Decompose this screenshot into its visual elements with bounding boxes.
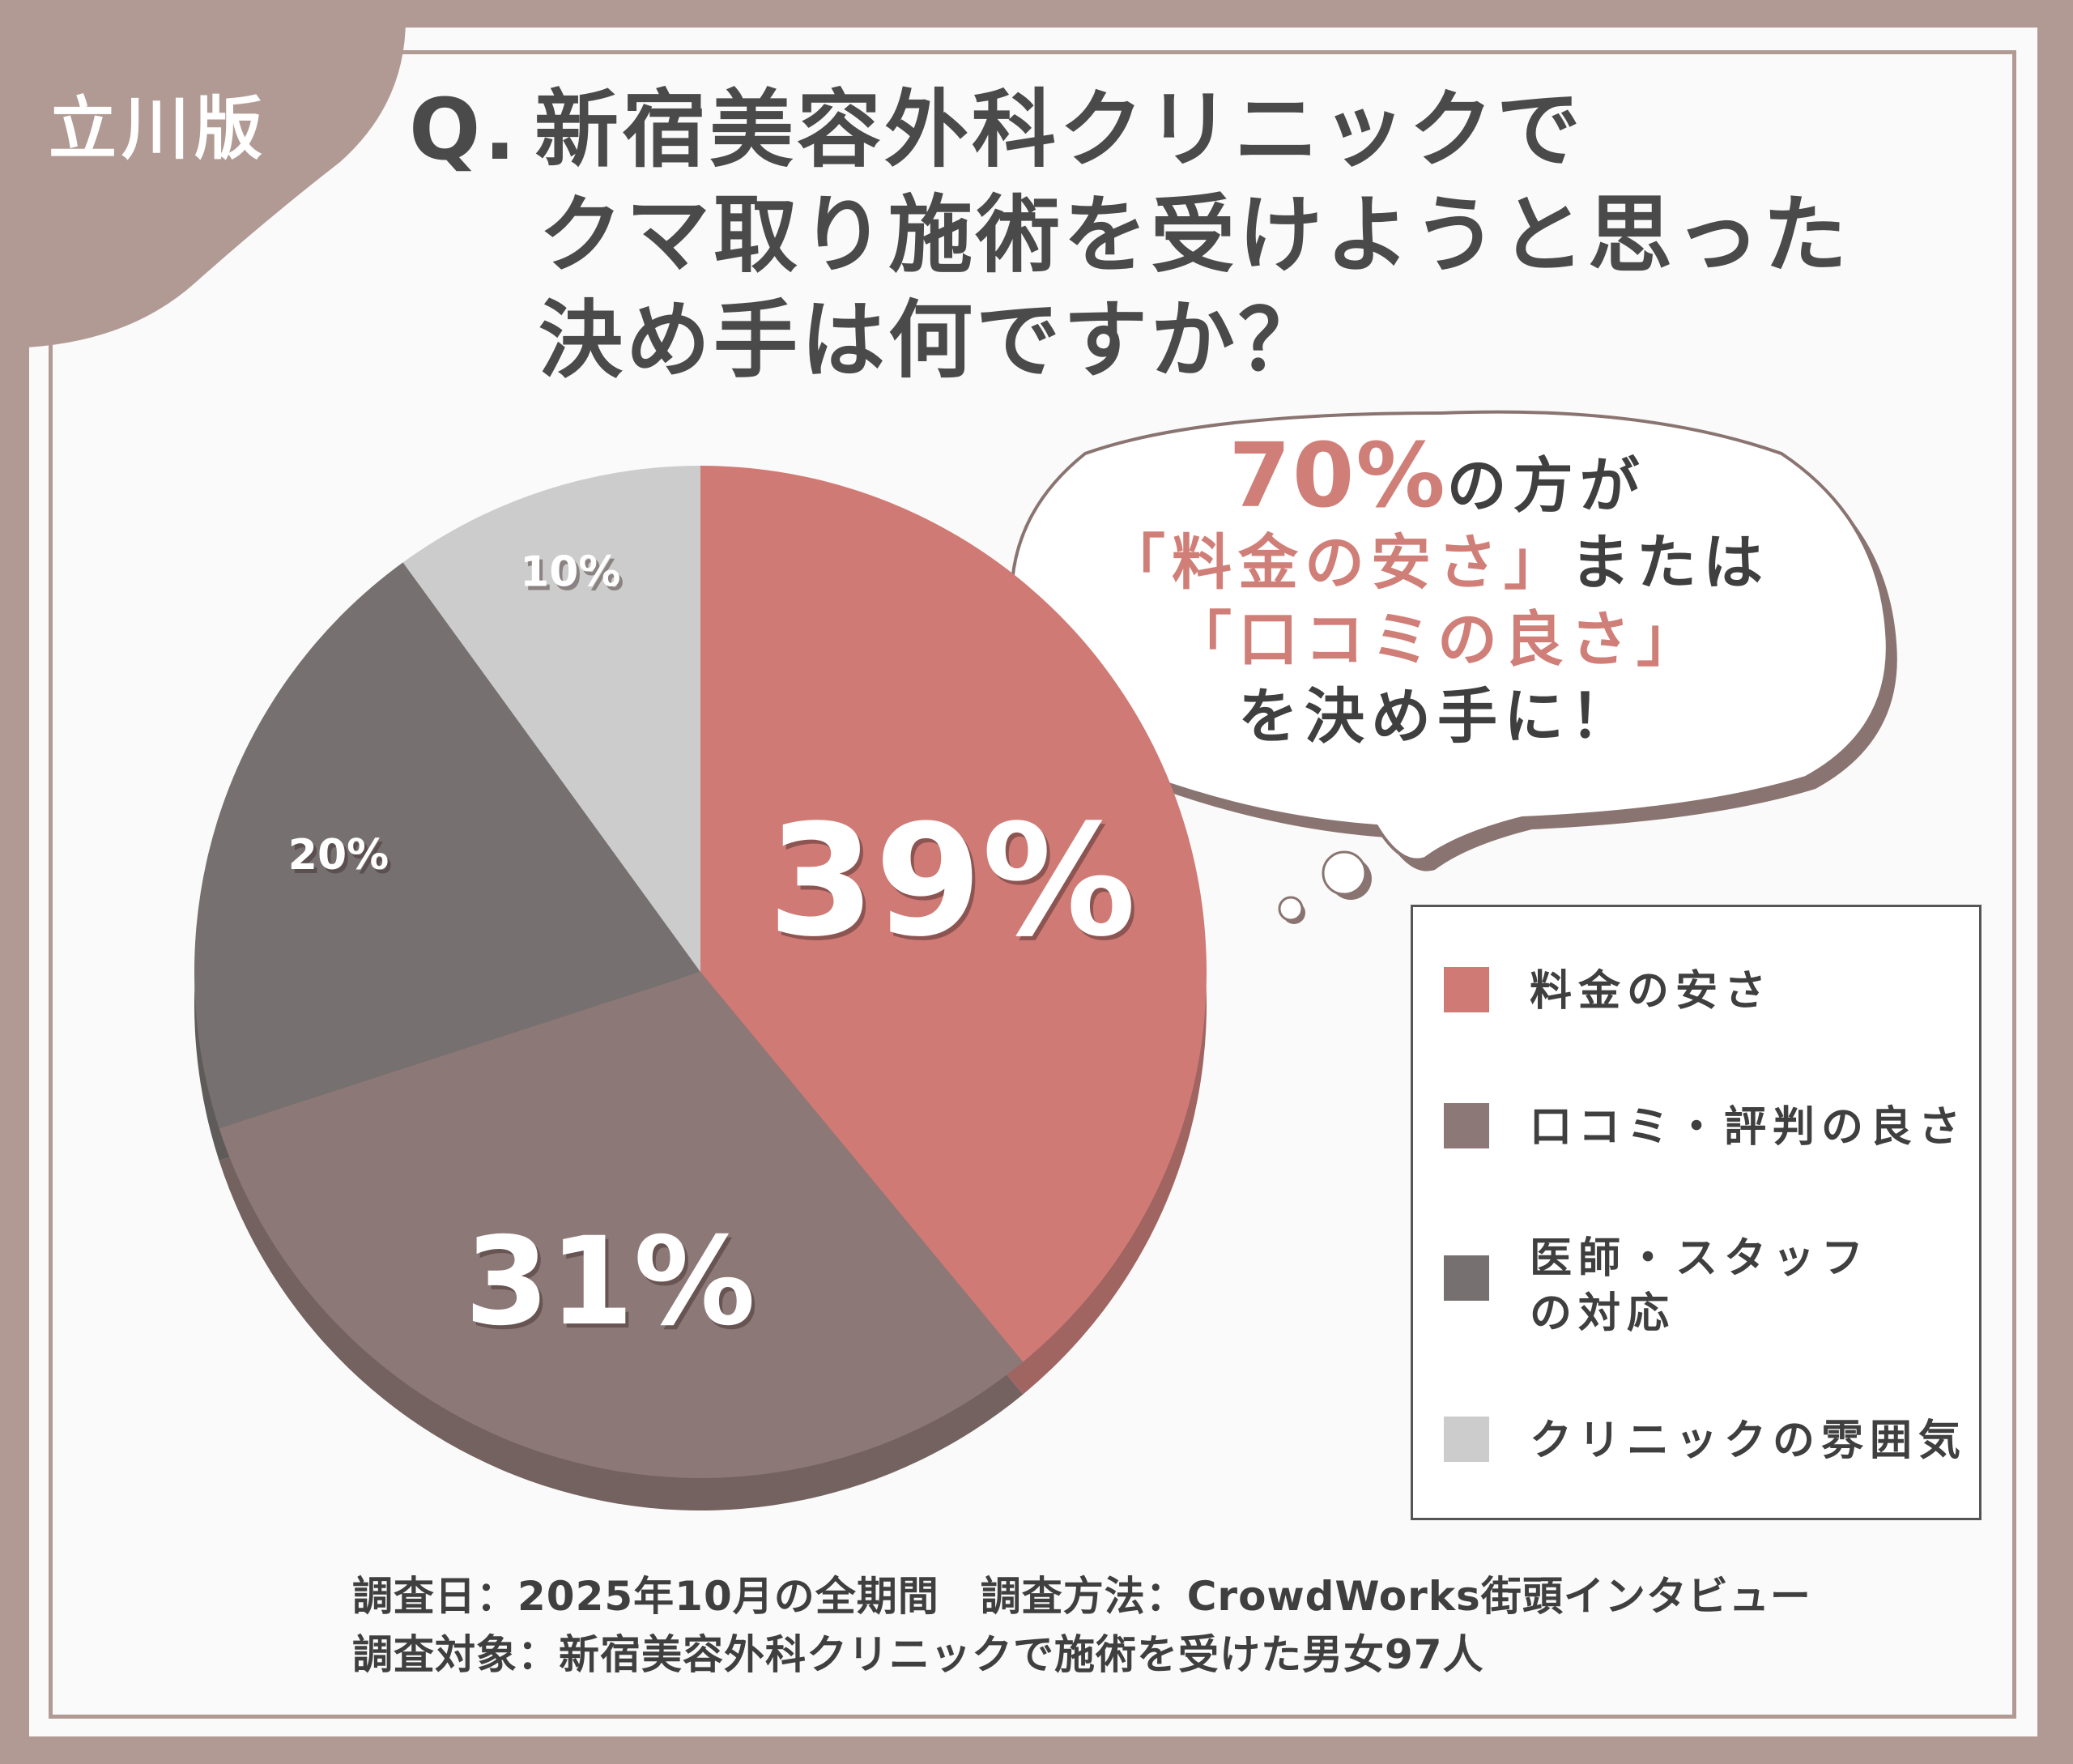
pie-slice bbox=[219, 972, 1024, 1478]
legend-label: クリニックの雰囲気 bbox=[1530, 1417, 1968, 1465]
callout-text: 70%の方が 「料金の安さ」または 「口コミの良さ」 を決め手に！ bbox=[1020, 431, 1854, 756]
callout-line4: を決め手に！ bbox=[1238, 682, 1637, 752]
pie-label: 10% bbox=[520, 548, 620, 596]
question-line-3: 決め手は何ですか？ bbox=[538, 291, 1326, 390]
question-prefix: Q. bbox=[409, 80, 519, 179]
footer-line-1: 調査日：2025年10月の全期間 調査方法：CrowdWorks街頭インタビュー bbox=[352, 1573, 1811, 1620]
legend-swatch bbox=[1444, 1103, 1489, 1148]
inner-frame bbox=[49, 50, 2016, 1719]
callout-line2-suffix: または bbox=[1570, 528, 1769, 598]
pie-label: 39% bbox=[768, 791, 1136, 970]
callout-percent: 70% bbox=[1228, 424, 1447, 527]
badge-label: 立川版 bbox=[49, 89, 268, 168]
pie-label-shadow: 39% bbox=[771, 795, 1139, 974]
legend-swatch bbox=[1444, 967, 1489, 1012]
thought-bubble bbox=[1010, 410, 1897, 924]
legend-item-price: 料金の安さ bbox=[1444, 964, 1773, 1019]
legend-label: 料金の安さ bbox=[1530, 967, 1773, 1016]
callout-line1-suffix: の方が bbox=[1446, 451, 1646, 521]
question-line-2: クマ取り施術を受けようと思った bbox=[538, 185, 1851, 284]
pie-slice bbox=[194, 562, 701, 1129]
pie-label-shadow: 10% bbox=[523, 552, 624, 600]
question-line-1: 新宿美容外科クリニックで bbox=[534, 80, 1585, 179]
pie-label-shadow: 31% bbox=[468, 1216, 759, 1357]
chart-legend: 料金の安さ 口コミ・評判の良さ 医師・スタッフ の対応 クリニックの雰囲気 bbox=[1411, 905, 1981, 1520]
legend-item-atmosphere: クリニックの雰囲気 bbox=[1444, 1413, 1967, 1468]
pie-chart: 39%39% 31%31% 20%20% 10%10% bbox=[194, 466, 1207, 1510]
pie-label-shadow: 20% bbox=[292, 835, 392, 884]
legend-item-reviews: 口コミ・評判の良さ bbox=[1444, 1100, 1967, 1155]
legend-swatch bbox=[1444, 1417, 1489, 1462]
pie-label: 31% bbox=[465, 1212, 756, 1353]
callout-line3-accent: 「口コミの良さ」 bbox=[1172, 605, 1703, 675]
legend-label: 医師・スタッフ の対応 bbox=[1530, 1234, 1871, 1338]
question-title: Q. 新宿美容外科クリニックで クマ取り施術を受けようと思った 決め手は何ですか？ bbox=[409, 77, 1850, 393]
legend-label: 口コミ・評判の良さ bbox=[1530, 1103, 1968, 1152]
legend-swatch bbox=[1444, 1255, 1489, 1301]
pie-slice bbox=[402, 466, 700, 972]
pie-label: 20% bbox=[288, 831, 389, 880]
survey-footer: 調査日：2025年10月の全期間 調査方法：CrowdWorks街頭インタビュー… bbox=[352, 1567, 1811, 1684]
footer-line-2: 調査対象：新宿美容外科クリニックで施術を受けた男女97人 bbox=[352, 1631, 1484, 1678]
callout-line2-accent: 「料金の安さ」 bbox=[1105, 528, 1570, 598]
corner-badge-shape bbox=[0, 0, 406, 348]
pie-slice bbox=[700, 466, 1207, 1362]
legend-item-staff: 医師・スタッフ の対応 bbox=[1444, 1231, 1870, 1341]
